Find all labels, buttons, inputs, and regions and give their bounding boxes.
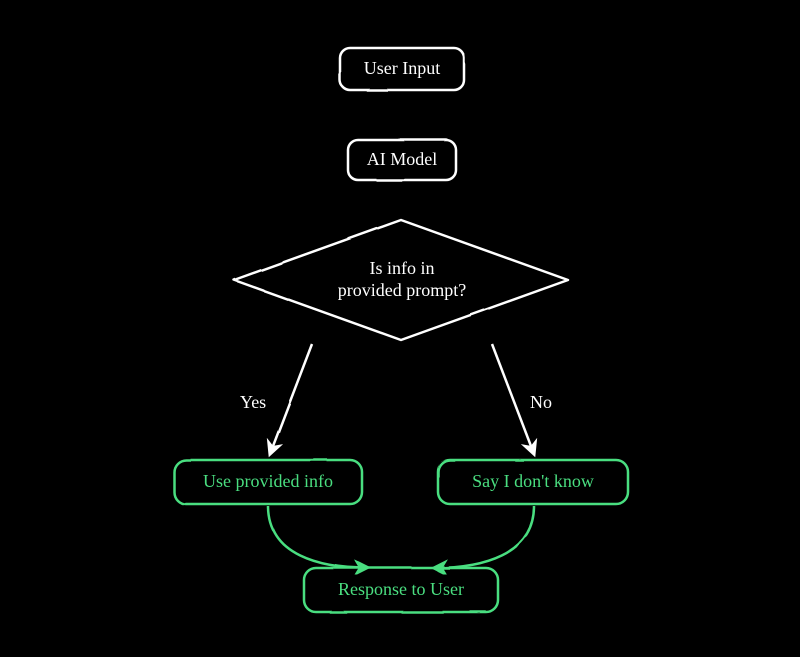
edge-e4 bbox=[492, 344, 534, 454]
node-decision-label: Is info in provided prompt? bbox=[262, 258, 542, 301]
node-dont-know-label: Say I don't know bbox=[438, 471, 628, 493]
node-use-info-label: Use provided info bbox=[174, 471, 362, 493]
edge-e3 bbox=[270, 344, 312, 454]
edge-e6 bbox=[434, 506, 534, 568]
edge-e5 bbox=[268, 506, 368, 568]
node-user-input-label: User Input bbox=[340, 58, 464, 80]
node-ai-model-label: AI Model bbox=[348, 149, 456, 171]
node-response-label: Response to User bbox=[304, 579, 498, 601]
edge-e3-label: Yes bbox=[240, 392, 266, 413]
edge-e4-label: No bbox=[530, 392, 552, 413]
flowchart-canvas bbox=[0, 0, 800, 657]
